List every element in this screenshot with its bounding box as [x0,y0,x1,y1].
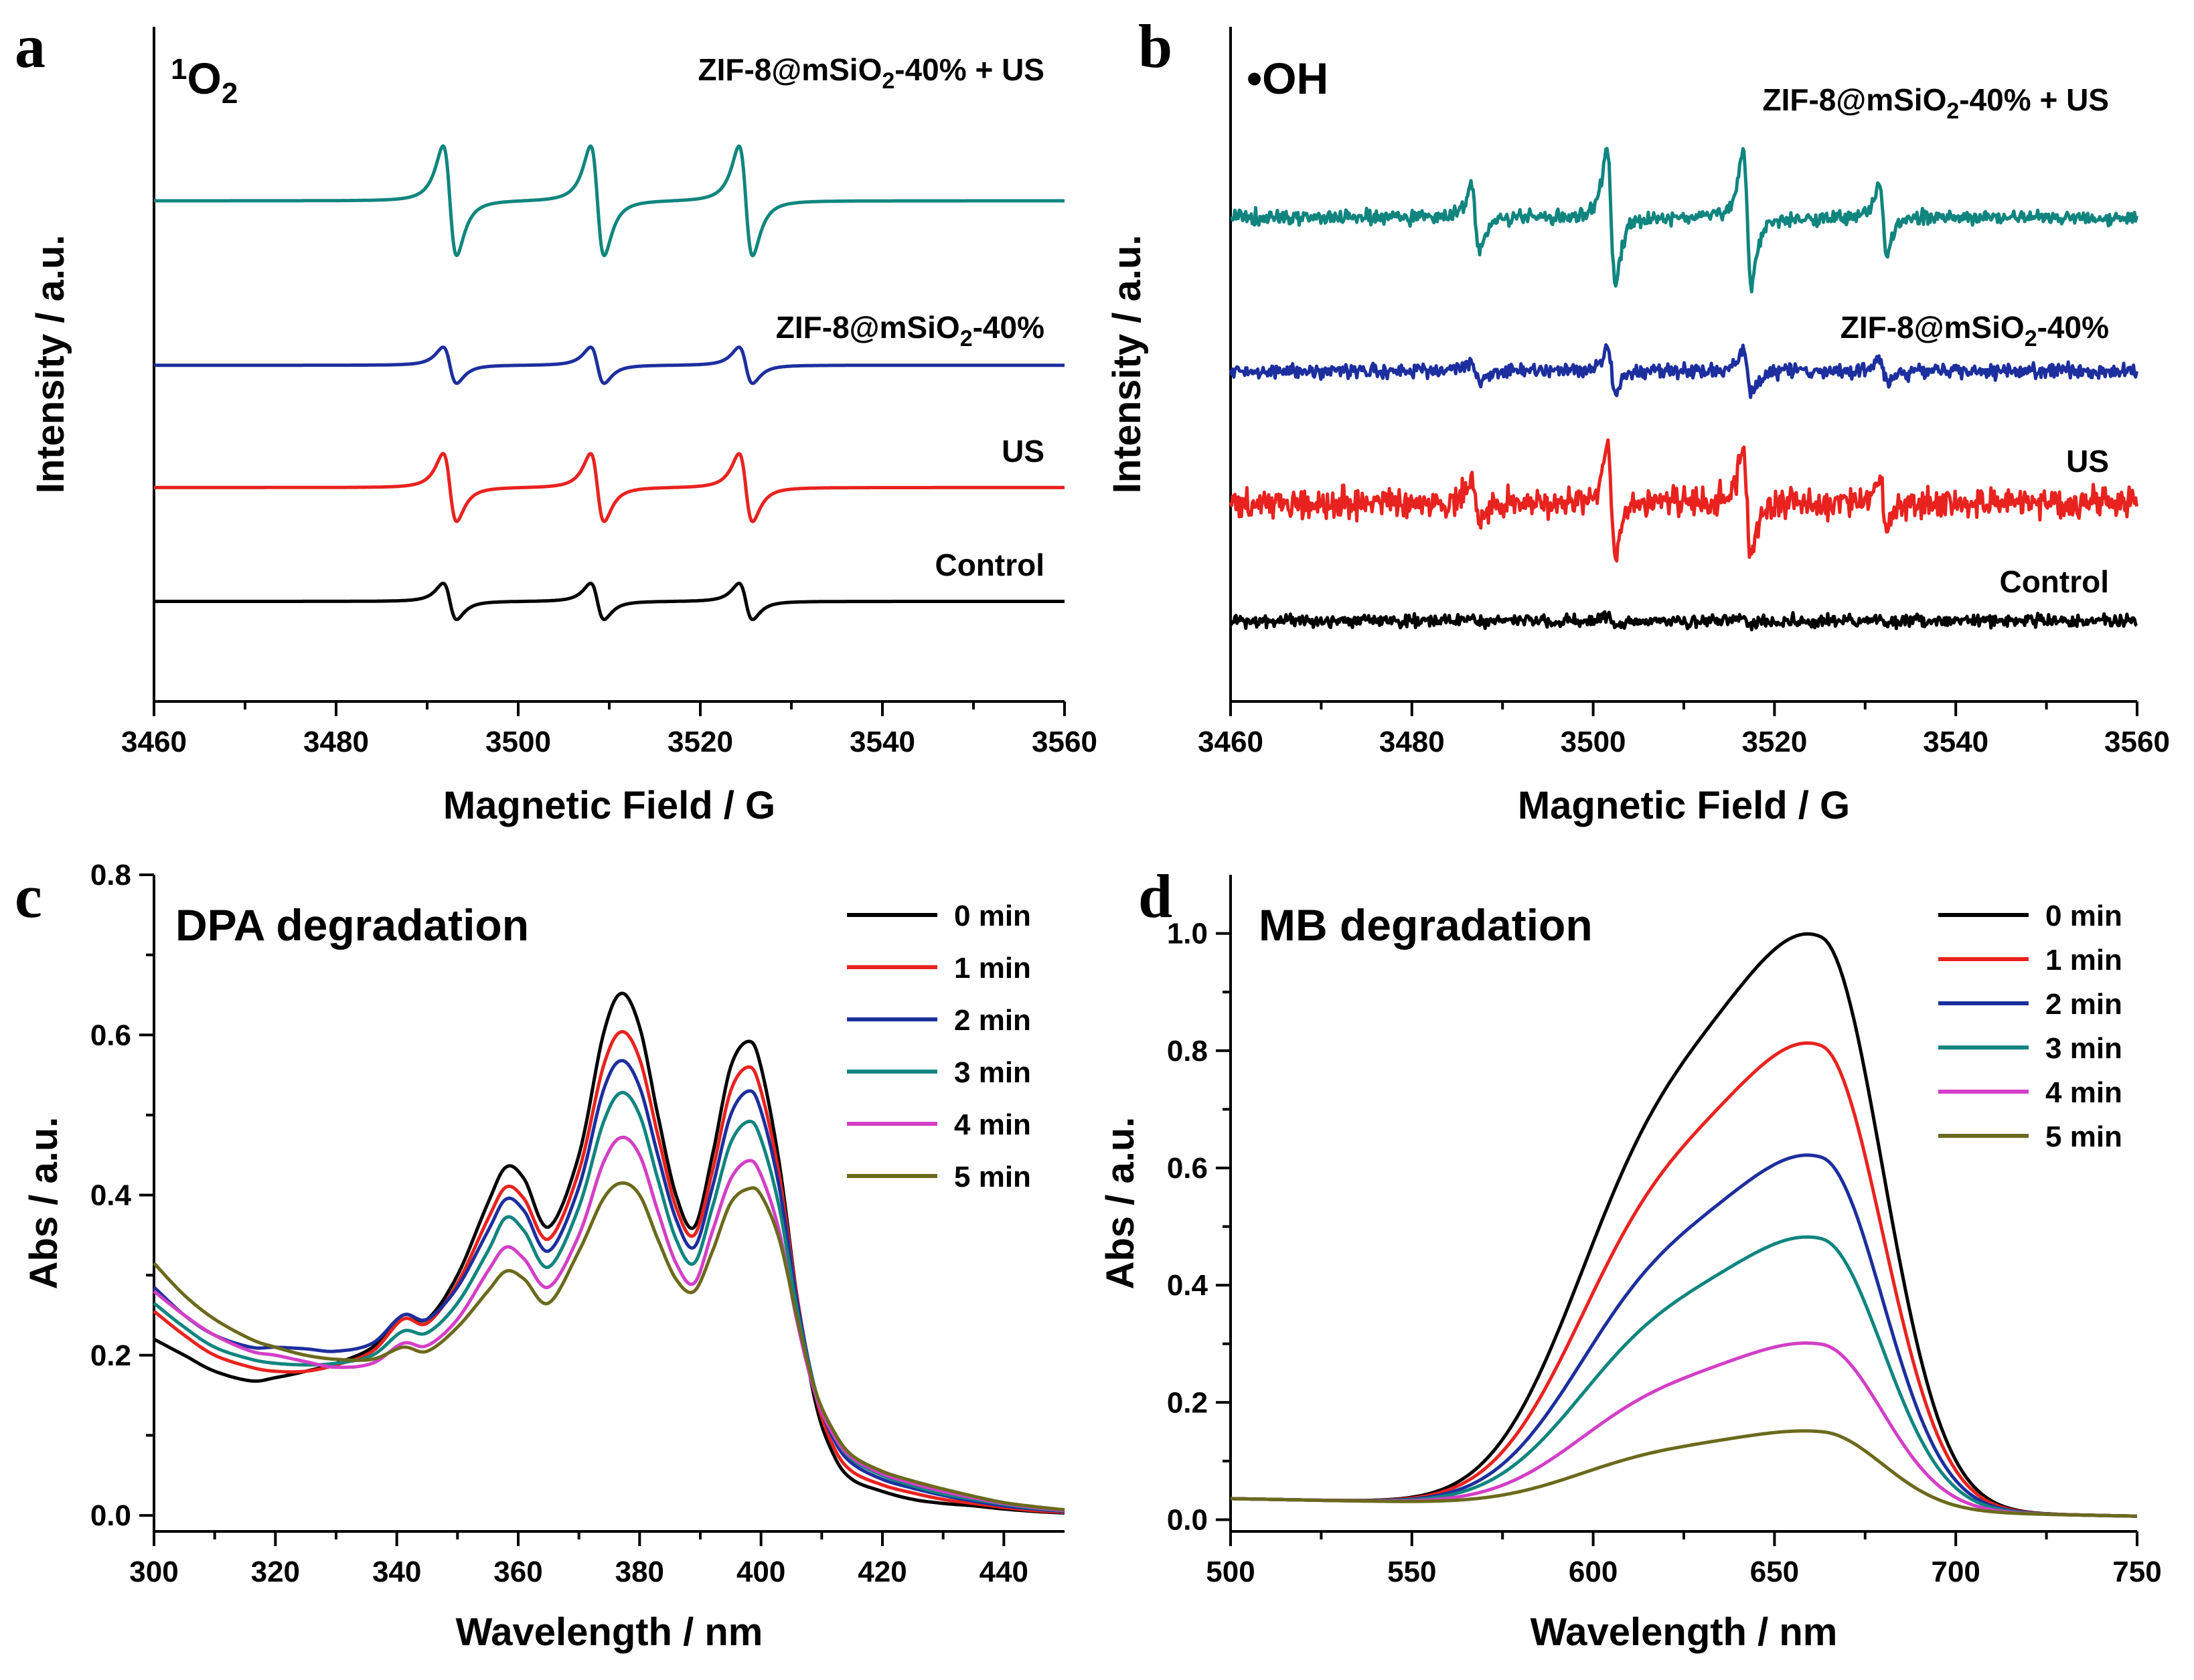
panel-a: a 1O2 3460 3480 3500 3520 3540 3560 Intensity / … [15,12,1097,827]
y-tick-label: 0.4 [90,1179,132,1212]
legend-label: 0 min [954,900,1031,932]
x-tick-label: 300 [129,1556,178,1588]
x-axis-title: Wavelength / nm [456,1610,763,1654]
y-tick-label: 0.2 [90,1339,131,1372]
x-tick-label: 440 [980,1556,1028,1588]
series-line-ZIF-8@mSiO₂-40% + US [1230,147,2138,294]
x-tick-label: 3480 [1379,726,1445,758]
legend-label: 4 min [2045,1076,2122,1109]
x-tick-label: 650 [1750,1556,1799,1588]
panel-b: b •OH 3460 3480 3500 3520 3540 3560 Intensity / … [1105,12,2170,827]
trace-label: ZIF-8@mSiO2-40% + US [698,52,1044,94]
legend-label: 2 min [954,1004,1031,1037]
y-tick-label: 0.2 [1167,1386,1208,1419]
x-tick-label: 420 [858,1556,907,1588]
panel-letter: c [15,862,42,930]
panel-letter: b [1138,12,1172,80]
panel-letter: d [1138,862,1172,930]
y-tick-label: 0.0 [1167,1503,1208,1536]
x-axis-title: Magnetic Field / G [1518,784,1850,827]
x-axis-title: Wavelength / nm [1531,1610,1838,1654]
x-tick-label: 3480 [303,726,369,758]
x-tick-label: 700 [1931,1556,1980,1588]
x-tick-label: 3500 [1561,726,1626,758]
panel-letter: a [15,12,46,80]
series-line-ZIF-8@mSiO₂-40% [153,345,1066,386]
y-tick-label: 0.6 [90,1019,131,1052]
trace-label: Control [935,548,1044,582]
legend-label: 4 min [954,1108,1031,1141]
trace-label: US [2066,444,2109,479]
inner-title: •OH [1247,54,1328,103]
y-tick-label: 0.0 [90,1499,131,1532]
x-tick-label: 3520 [1741,726,1807,758]
panel-c: c DPA degradation 300 320 340 360 380 400 420 440… [15,859,1065,1654]
legend-label: 2 min [2045,988,2122,1021]
inner-title: DPA degradation [175,900,529,950]
series-line-2 min [1230,1153,2138,1518]
x-tick-label: 380 [615,1556,664,1588]
inner-title: 1O2 [171,53,238,110]
x-tick-label: 600 [1569,1556,1618,1588]
x-tick-label: 3500 [485,726,551,758]
series-line-4 min [153,1135,1065,1513]
legend-label: 5 min [2045,1120,2122,1153]
series-line-ZIF-8@mSiO₂-40% [1229,343,2138,400]
y-tick-label: 0.8 [1167,1035,1208,1068]
x-tick-label: 360 [493,1556,542,1588]
trace-label: ZIF-8@mSiO2-40% [1840,310,2109,351]
x-tick-label: 750 [2112,1556,2161,1588]
x-tick-label: 500 [1206,1556,1255,1588]
x-tick-label: 3460 [121,726,187,758]
y-tick-label: 1.0 [1167,918,1208,950]
y-axis-title: Abs / a.u. [1099,1117,1142,1290]
trace-label: Control [1999,564,2109,599]
legend-label: 5 min [954,1161,1031,1193]
panel-d: d MB degradation 500 550 600 650 700 750 0.0 0.2 0… [1099,862,2162,1654]
series-line-US [1229,438,2138,563]
trace-label: ZIF-8@mSiO2-40% + US [1762,82,2109,124]
series-line-2 min [153,1059,1065,1513]
series-line-0 min [1230,932,2138,1518]
legend-label: 0 min [2045,900,2122,932]
y-axis-title: Intensity / a.u. [1105,235,1149,494]
series-line-5 min [153,1181,1065,1512]
x-axis-title: Magnetic Field / G [443,784,775,827]
inner-title: MB degradation [1259,900,1593,950]
legend-label: 1 min [954,952,1031,985]
legend-label: 1 min [2045,944,2122,977]
x-tick-label: 3540 [1923,726,1988,758]
x-tick-label: 340 [372,1556,421,1588]
x-tick-label: 3520 [668,726,733,758]
x-tick-label: 3460 [1198,726,1263,758]
y-axis-title: Intensity / a.u. [29,235,72,494]
x-tick-label: 3560 [1032,726,1097,758]
y-tick-label: 0.4 [1167,1269,1208,1302]
trace-label: ZIF-8@mSiO2-40% [776,310,1044,351]
series-line-1 min [153,1029,1065,1514]
series-line-US [153,452,1066,523]
series-line-4 min [1230,1341,2138,1518]
y-tick-label: 0.6 [1167,1152,1208,1185]
series-line-ZIF-8@mSiO₂-40% + US [153,144,1066,258]
x-tick-label: 320 [251,1556,300,1588]
legend-label: 3 min [2045,1032,2122,1065]
x-tick-label: 400 [736,1556,785,1588]
series-line-5 min [1230,1429,2138,1518]
y-tick-label: 0.8 [90,859,131,892]
trace-label: US [1002,434,1044,469]
x-tick-label: 3560 [2104,726,2170,758]
series-line-Control [1230,610,2138,632]
series-line-Control [153,582,1066,621]
legend-label: 3 min [954,1056,1031,1089]
x-tick-label: 550 [1387,1556,1436,1588]
y-axis-title: Abs / a.u. [22,1117,66,1290]
x-tick-label: 3540 [850,726,915,758]
series-line-3 min [153,1090,1065,1513]
